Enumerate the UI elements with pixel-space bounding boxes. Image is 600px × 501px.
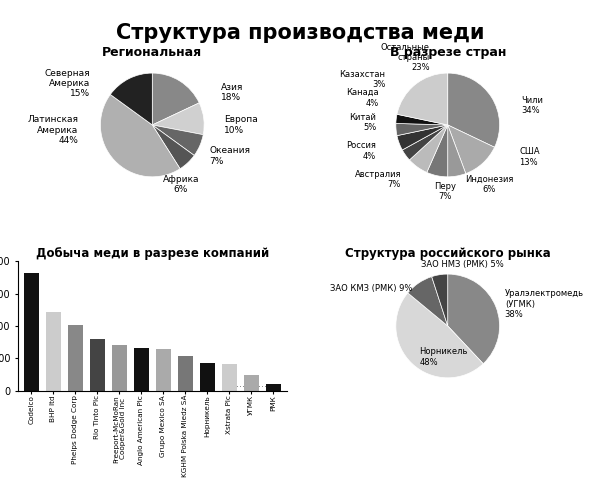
Text: США
13%: США 13% xyxy=(519,147,540,167)
Text: ...: ... xyxy=(258,379,267,389)
Wedge shape xyxy=(409,125,448,172)
Text: Норникель
48%: Норникель 48% xyxy=(419,347,467,367)
Text: Чили
34%: Чили 34% xyxy=(521,96,543,115)
Text: Казахстан
3%: Казахстан 3% xyxy=(340,70,385,89)
Wedge shape xyxy=(152,103,204,135)
Text: Австралия
7%: Австралия 7% xyxy=(355,170,401,189)
Wedge shape xyxy=(152,125,194,169)
Bar xyxy=(68,325,83,391)
Text: Канада
4%: Канада 4% xyxy=(347,88,379,108)
Wedge shape xyxy=(396,293,483,378)
Text: Россия
4%: Россия 4% xyxy=(346,141,376,161)
Bar xyxy=(23,273,39,391)
Text: Латинская
Америка
44%: Латинская Америка 44% xyxy=(28,115,79,145)
Text: ЗАО НМЗ (РМК) 5%: ЗАО НМЗ (РМК) 5% xyxy=(421,260,503,269)
Wedge shape xyxy=(431,274,448,326)
Bar xyxy=(155,349,171,391)
Text: Индонезия
6%: Индонезия 6% xyxy=(465,175,514,194)
Text: Океания
7%: Океания 7% xyxy=(209,146,250,166)
Text: Уралэлектромедь
(УГМК)
38%: Уралэлектромедь (УГМК) 38% xyxy=(505,289,584,319)
Wedge shape xyxy=(427,125,448,177)
Text: Структура производства меди: Структура производства меди xyxy=(116,23,484,43)
Wedge shape xyxy=(100,95,180,177)
Text: Северная
Америка
15%: Северная Америка 15% xyxy=(44,69,90,98)
Wedge shape xyxy=(402,125,448,160)
Wedge shape xyxy=(152,73,199,125)
Wedge shape xyxy=(448,125,466,177)
Bar xyxy=(244,375,259,391)
Bar xyxy=(200,363,215,391)
Text: Китай
5%: Китай 5% xyxy=(349,113,376,132)
Title: Региональная: Региональная xyxy=(102,46,202,59)
Text: ЗАО КМЗ (РМК) 9%: ЗАО КМЗ (РМК) 9% xyxy=(330,284,412,293)
Bar xyxy=(89,339,105,391)
Bar xyxy=(266,384,281,391)
Title: В разрезе стран: В разрезе стран xyxy=(389,46,506,59)
Wedge shape xyxy=(396,114,448,125)
Text: ...: ... xyxy=(236,379,245,389)
Wedge shape xyxy=(396,123,448,136)
Bar xyxy=(112,345,127,391)
Text: Африка
6%: Африка 6% xyxy=(163,175,199,194)
Wedge shape xyxy=(448,125,494,173)
Wedge shape xyxy=(408,277,448,326)
Wedge shape xyxy=(397,73,448,125)
Bar xyxy=(134,348,149,391)
Text: Перу
7%: Перу 7% xyxy=(434,182,456,201)
Bar xyxy=(178,356,193,391)
Text: Остальные
страны
23%: Остальные страны 23% xyxy=(380,43,430,73)
Wedge shape xyxy=(448,274,500,364)
Wedge shape xyxy=(397,125,448,150)
Text: Европа
10%: Европа 10% xyxy=(224,115,257,135)
Bar xyxy=(46,312,61,391)
Wedge shape xyxy=(152,125,203,155)
Wedge shape xyxy=(110,73,152,125)
Text: Азия
18%: Азия 18% xyxy=(221,83,243,103)
Title: Структура российского рынка: Структура российского рынка xyxy=(345,247,551,260)
Title: Добыча меди в разрезе компаний: Добыча меди в разрезе компаний xyxy=(35,247,269,260)
Bar xyxy=(221,364,237,391)
Wedge shape xyxy=(448,73,500,147)
